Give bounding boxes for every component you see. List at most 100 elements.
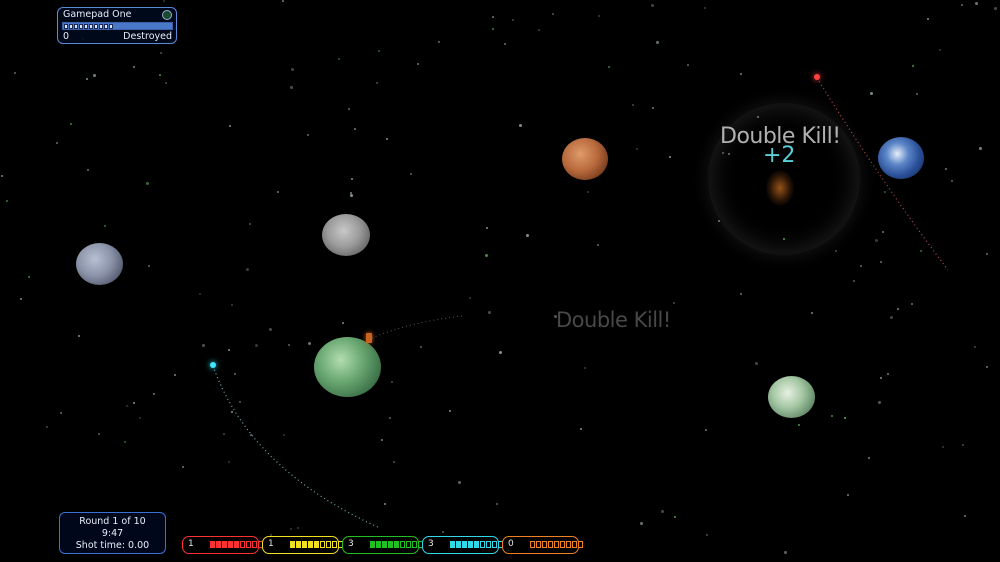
star <box>282 0 284 2</box>
score-pip <box>370 541 375 548</box>
score-pip <box>314 541 319 548</box>
star <box>986 366 988 368</box>
star <box>239 401 241 403</box>
scorebox-pips <box>370 541 423 548</box>
star <box>354 128 356 130</box>
scorebox-cyan: 3 <box>422 536 503 554</box>
score-pip <box>468 541 473 548</box>
star <box>728 153 730 155</box>
star <box>831 415 833 417</box>
star <box>496 503 498 505</box>
score-pip <box>554 541 559 548</box>
star <box>228 461 230 463</box>
star <box>163 0 165 2</box>
scorebox-red: 1 <box>182 536 263 554</box>
star <box>159 74 161 76</box>
score-pip <box>566 541 571 548</box>
score-pip <box>382 541 387 548</box>
star <box>986 253 988 255</box>
star <box>389 417 391 419</box>
star <box>384 503 386 505</box>
scorebox-pips <box>210 541 263 548</box>
star <box>153 393 155 395</box>
star <box>882 231 884 233</box>
score-pip <box>252 541 257 548</box>
star <box>249 223 251 225</box>
star <box>651 4 654 7</box>
controller-status-icon <box>162 10 172 20</box>
star <box>942 446 944 448</box>
star <box>350 192 352 194</box>
score-pip <box>388 541 393 548</box>
kill-announcement-faded: Double Kill! <box>556 308 671 332</box>
star <box>199 293 201 295</box>
player-health-bar <box>62 22 173 30</box>
score-pip <box>240 541 245 548</box>
star <box>255 344 258 347</box>
star <box>718 220 720 222</box>
star <box>636 148 638 150</box>
star <box>438 41 440 43</box>
score-pip <box>228 541 233 548</box>
star <box>964 515 966 517</box>
round-timer: 9:47 <box>101 528 124 539</box>
star <box>580 428 582 430</box>
star <box>246 268 249 271</box>
star <box>608 66 610 68</box>
player-status: Destroyed <box>123 31 172 42</box>
star <box>979 147 982 150</box>
score-pip <box>290 541 295 548</box>
star <box>844 417 846 419</box>
star <box>890 316 893 319</box>
player-name: Gamepad One <box>63 9 132 20</box>
star <box>538 29 540 31</box>
health-segment <box>109 24 113 29</box>
star <box>961 4 963 6</box>
scorebox-score: 1 <box>268 539 274 549</box>
round-label: Round 1 of 10 <box>79 516 146 527</box>
score-pip <box>578 541 583 548</box>
health-segment <box>69 24 73 29</box>
star <box>20 298 22 300</box>
star <box>962 444 964 446</box>
score-pip <box>394 541 399 548</box>
star <box>277 191 279 193</box>
star <box>878 401 881 404</box>
star <box>499 351 502 354</box>
star <box>269 328 272 331</box>
star <box>104 225 106 227</box>
score-pip <box>222 541 227 548</box>
star <box>283 434 285 436</box>
score-pip <box>400 541 405 548</box>
score-pip <box>326 541 331 548</box>
planet-moon <box>322 214 370 256</box>
health-segment <box>104 24 108 29</box>
star <box>674 516 676 518</box>
star <box>870 92 873 95</box>
star <box>46 426 48 428</box>
star <box>308 342 311 345</box>
score-pip <box>320 541 325 548</box>
star <box>223 433 225 435</box>
star <box>290 528 292 530</box>
star <box>880 377 882 379</box>
star <box>835 250 837 252</box>
star <box>661 510 664 513</box>
star <box>706 534 708 536</box>
star <box>270 534 272 536</box>
star <box>920 250 922 252</box>
star <box>288 344 290 346</box>
star <box>133 66 135 68</box>
scorebox-score: 3 <box>348 539 354 549</box>
star <box>945 168 947 170</box>
red-ship <box>814 74 820 80</box>
health-segment <box>99 24 103 29</box>
star <box>182 466 184 468</box>
scorebox-pips <box>530 541 583 548</box>
scorebox-yellow: 1 <box>262 536 343 554</box>
star <box>757 116 759 118</box>
score-pip <box>406 541 411 548</box>
star <box>492 16 494 18</box>
star <box>656 41 659 44</box>
star <box>911 303 913 305</box>
